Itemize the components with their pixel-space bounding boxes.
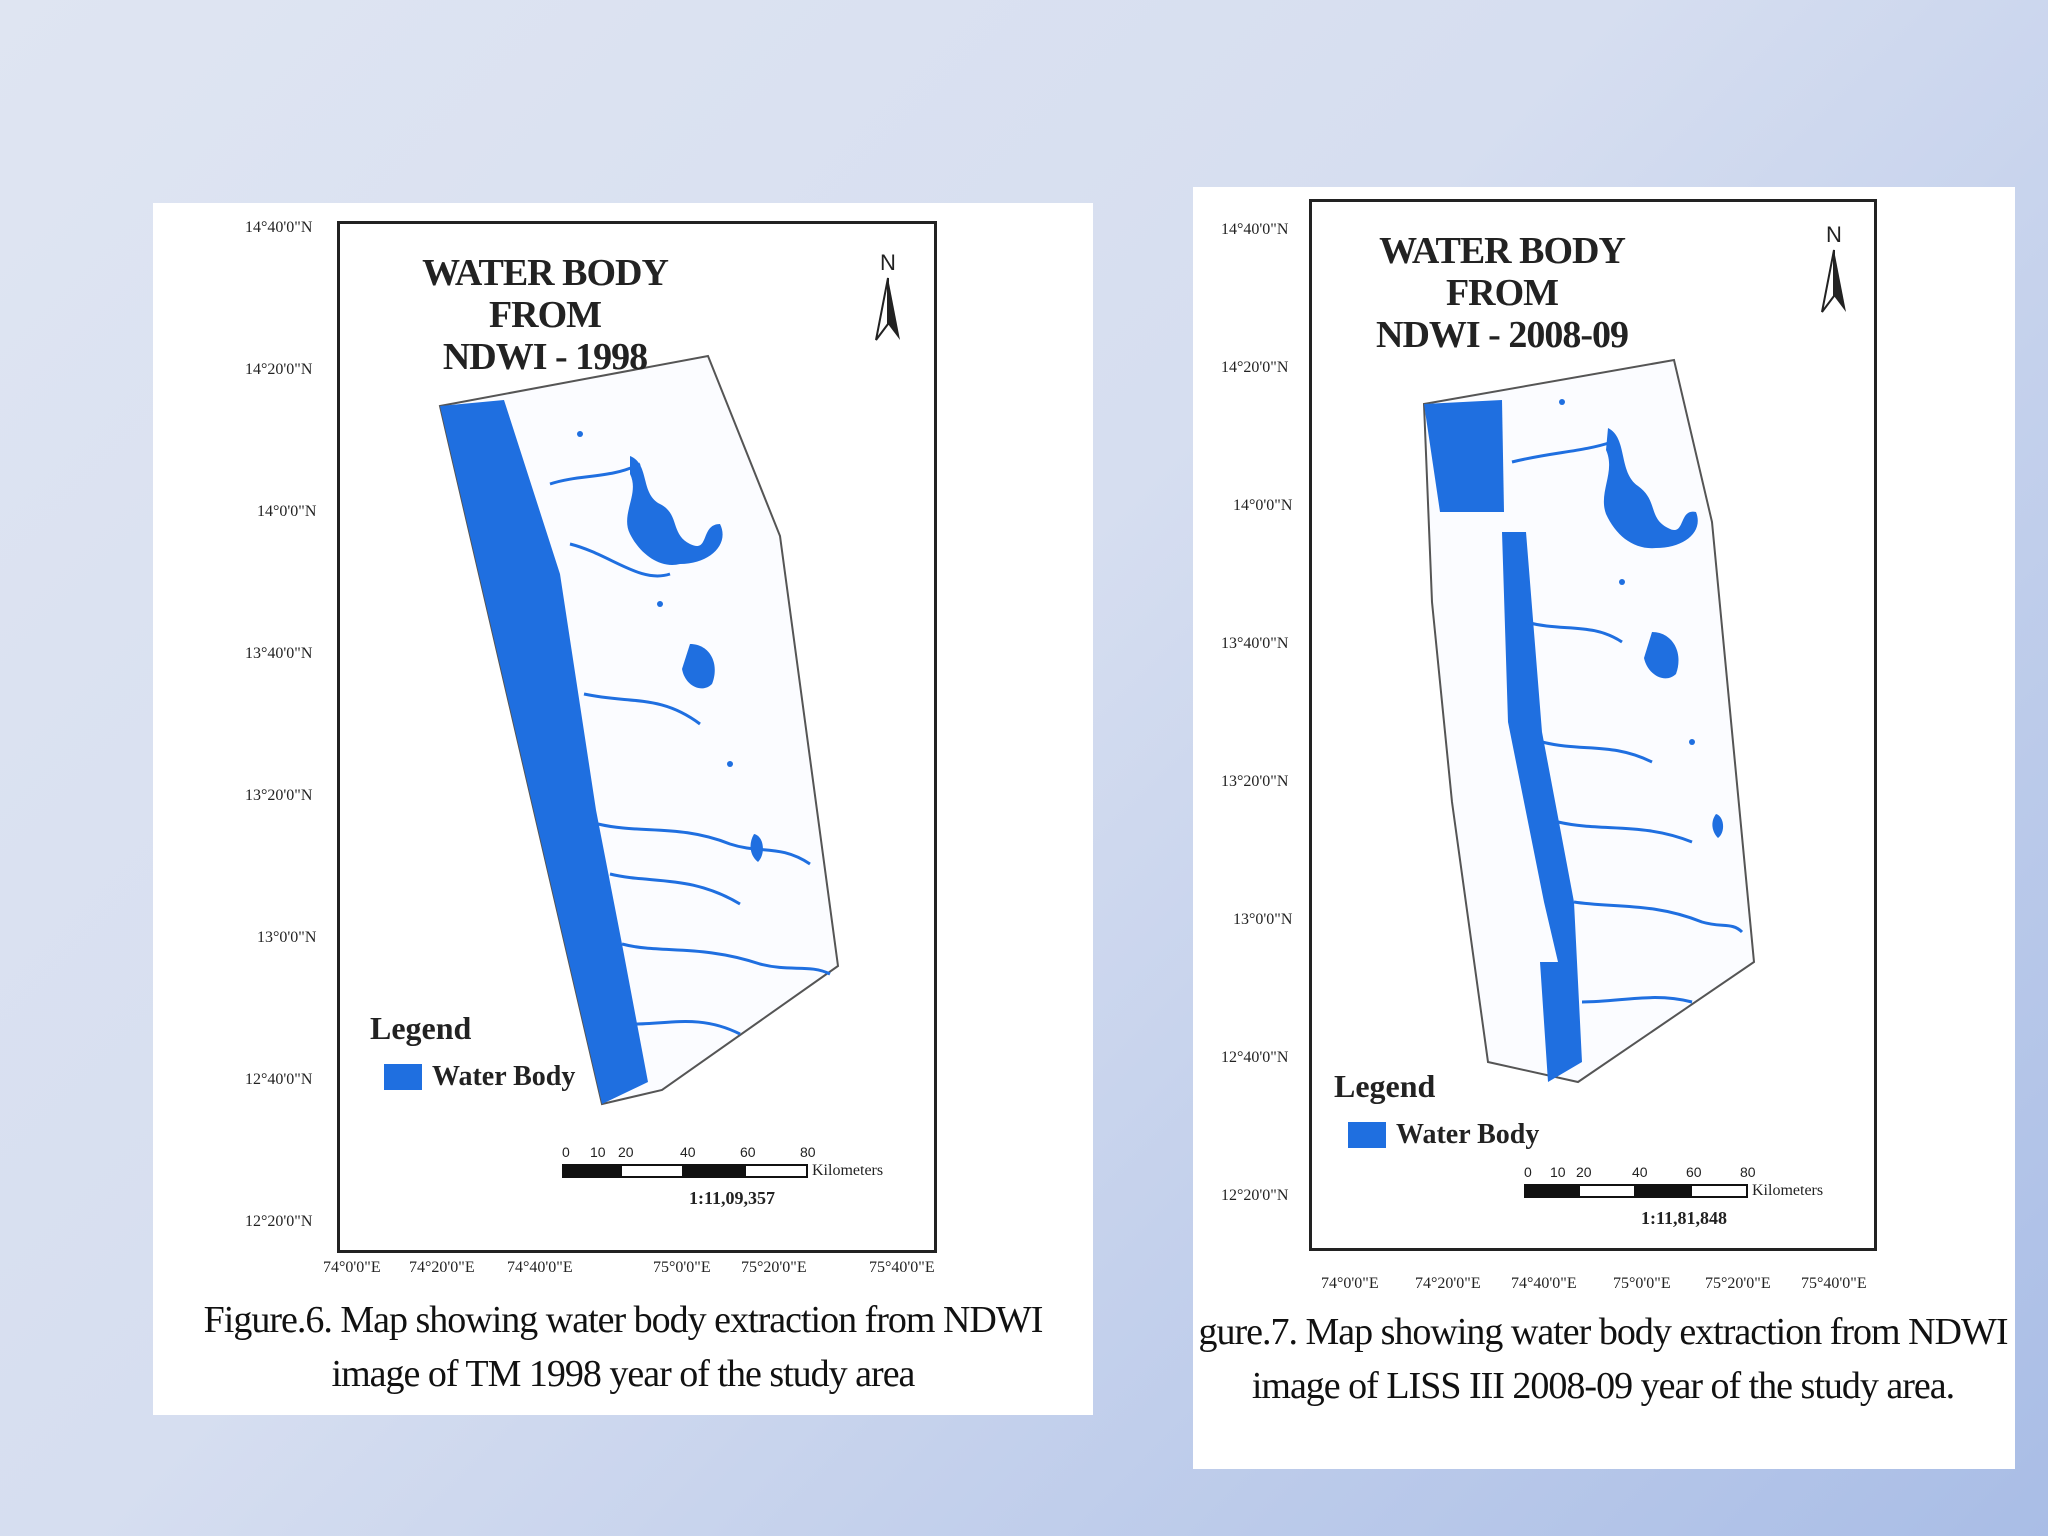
reservoir-water-body <box>627 456 723 565</box>
north-label: N <box>880 250 896 275</box>
figure-7-panel: WATER BODY FROM NDWI - 2008-09 N Legend … <box>1193 187 2015 1469</box>
scale-ratio: 1:11,81,848 <box>1640 1208 1727 1228</box>
lon-label: 74°20'0"E <box>1415 1275 1481 1292</box>
legend-item-label: Water Body <box>432 1061 576 1092</box>
scale-tick: 0 <box>562 1144 570 1160</box>
lat-label: 12°40'0"N <box>245 1071 313 1088</box>
scale-tick: 20 <box>1576 1164 1592 1180</box>
legend-title: Legend <box>370 1010 472 1046</box>
lon-label: 74°0'0"E <box>323 1259 381 1276</box>
scale-tick: 10 <box>1550 1164 1566 1180</box>
lat-label: 13°0'0"N <box>257 929 317 946</box>
map-frame: WATER BODY FROM NDWI - 2008-09 N Legend … <box>1309 199 1877 1251</box>
lat-label: 14°0'0"N <box>1233 497 1293 514</box>
legend: Legend Water Body <box>370 1010 575 1093</box>
legend-title: Legend <box>1334 1068 1436 1104</box>
map-title-line-2: NDWI - 2008-09 <box>1376 314 1629 356</box>
rivers <box>1511 440 1744 1004</box>
scale-tick: 40 <box>1632 1164 1648 1180</box>
scale-ticks: 0 10 20 40 60 80 <box>562 1144 902 1162</box>
legend-item-label: Water Body <box>1396 1119 1540 1150</box>
lon-label: 74°20'0"E <box>409 1259 475 1276</box>
study-area-map <box>438 354 840 1106</box>
figure-caption: gure.7. Map showing water body extractio… <box>1183 1305 2023 1413</box>
lat-label: 14°20'0"N <box>245 361 313 378</box>
lat-label: 12°40'0"N <box>1221 1049 1289 1066</box>
scale-ticks: 0 10 20 40 60 80 <box>1524 1164 1844 1182</box>
figure-6-panel: WATER BODY FROM NDWI - 1998 N Legend Wat… <box>153 203 1093 1415</box>
coastal-water-body <box>1424 400 1504 512</box>
scale-unit: Kilometers <box>1752 1182 1824 1199</box>
scale-ratio: 1:11,09,357 <box>688 1188 775 1208</box>
lake-water-body <box>1644 632 1679 679</box>
map-title-line-1: WATER BODY FROM <box>1379 230 1626 314</box>
scale-tick: 10 <box>590 1144 606 1160</box>
scale-unit: Kilometers <box>812 1162 884 1179</box>
lat-label: 14°0'0"N <box>257 503 317 520</box>
figure-caption: Figure.6. Map showing water body extract… <box>153 1293 1093 1401</box>
north-arrow: N <box>1814 222 1854 322</box>
map-title-line-1: WATER BODY FROM <box>422 252 669 336</box>
scale-tick: 60 <box>1686 1164 1702 1180</box>
legend-item: Water Body <box>370 1061 575 1093</box>
scale-tick: 20 <box>618 1144 634 1160</box>
water-body-swatch <box>384 1064 422 1090</box>
lat-label: 14°40'0"N <box>1221 221 1289 238</box>
lon-label: 74°40'0"E <box>1511 1275 1577 1292</box>
lat-label: 12°20'0"N <box>245 1213 313 1230</box>
scale-tick: 80 <box>1740 1164 1756 1180</box>
lon-label: 75°0'0"E <box>1613 1275 1671 1292</box>
north-arrow-icon <box>875 277 900 341</box>
map-title: WATER BODY FROM NDWI - 1998 <box>380 252 710 378</box>
lat-label: 14°20'0"N <box>1221 359 1289 376</box>
scale-tick: 60 <box>740 1144 756 1160</box>
lon-label: 75°20'0"E <box>741 1259 807 1276</box>
reservoir-water-body <box>1603 428 1698 549</box>
lat-label: 13°0'0"N <box>1233 911 1293 928</box>
lon-label: 74°40'0"E <box>507 1259 573 1276</box>
north-arrow: N <box>868 250 908 350</box>
north-label: N <box>1826 222 1842 247</box>
lon-label: 75°0'0"E <box>653 1259 711 1276</box>
lat-label: 13°20'0"N <box>1221 773 1289 790</box>
caption-line-1: gure.7. Map showing water body extractio… <box>1198 1311 2008 1353</box>
lon-label: 75°20'0"E <box>1705 1275 1771 1292</box>
coastal-water-body <box>440 400 648 1104</box>
lon-label: 75°40'0"E <box>869 1259 935 1276</box>
scale-tick: 80 <box>800 1144 816 1160</box>
lat-label: 12°20'0"N <box>1221 1187 1289 1204</box>
map-title: WATER BODY FROM NDWI - 2008-09 <box>1352 230 1652 356</box>
caption-line-2: image of TM 1998 year of the study area <box>331 1353 916 1395</box>
water-body-swatch <box>1348 1122 1386 1148</box>
scale-bar-row: Kilometers <box>562 1162 902 1180</box>
caption-line-1: Figure.6. Map showing water body extract… <box>203 1299 1044 1341</box>
caption-line-2: image of LISS III 2008-09 year of the st… <box>1251 1365 1955 1407</box>
legend: Legend Water Body <box>1334 1068 1539 1151</box>
lon-label: 75°40'0"E <box>1801 1275 1867 1292</box>
legend-item: Water Body <box>1334 1119 1539 1151</box>
lat-label: 14°40'0"N <box>245 219 313 236</box>
scale-bar: 0 10 20 40 60 80 Kilometers 1:11,81,848 <box>1524 1164 1844 1229</box>
lat-label: 13°40'0"N <box>1221 635 1289 652</box>
north-arrow-icon <box>1821 249 1846 313</box>
coastal-water-body <box>1502 532 1582 1082</box>
study-area-map <box>1422 358 1756 1084</box>
scale-bar: 0 10 20 40 60 80 Kilometers 1:11,09,357 <box>562 1144 902 1209</box>
lat-label: 13°20'0"N <box>245 787 313 804</box>
map-title-line-2: NDWI - 1998 <box>442 336 648 378</box>
map-frame: WATER BODY FROM NDWI - 1998 N Legend Wat… <box>337 221 937 1253</box>
lake-water-body <box>682 644 715 689</box>
scale-tick: 0 <box>1524 1164 1532 1180</box>
lat-label: 13°40'0"N <box>245 645 313 662</box>
lon-label: 74°0'0"E <box>1321 1275 1379 1292</box>
scale-tick: 40 <box>680 1144 696 1160</box>
scale-bar-row: Kilometers <box>1524 1182 1844 1200</box>
